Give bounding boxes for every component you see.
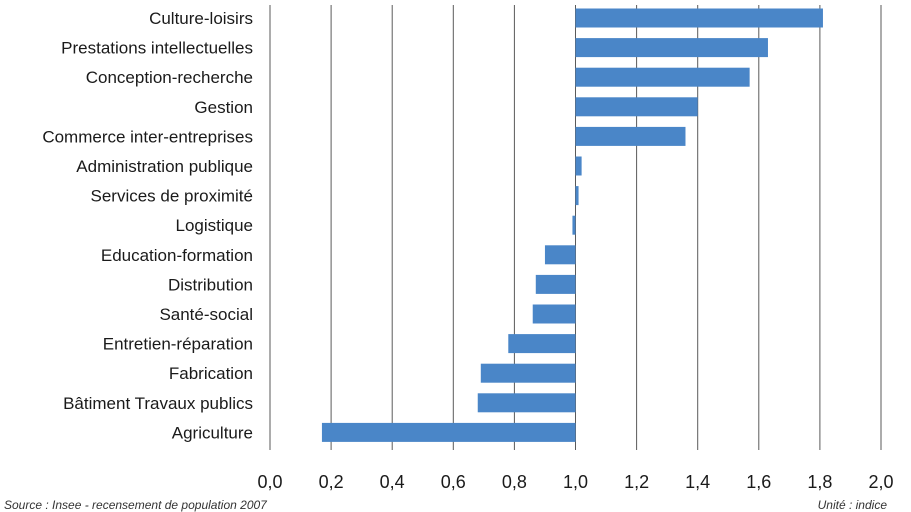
category-label: Conception-recherche	[86, 68, 253, 87]
category-labels: Culture-loisirs Prestations intellectuell…	[42, 9, 253, 442]
bar	[575, 8, 823, 28]
bar	[321, 422, 576, 442]
category-label: Agriculture	[172, 423, 253, 442]
category-label: Fabrication	[169, 364, 253, 383]
bar	[535, 274, 576, 294]
category-label: Santé-social	[159, 305, 253, 324]
category-label: Commerce inter-entreprises	[42, 127, 253, 146]
category-label: Services de proximité	[90, 187, 253, 206]
x-tick-label: 0,8	[502, 472, 527, 492]
category-label: Education-formation	[101, 246, 253, 265]
category-label: Prestations intellectuelles	[61, 39, 253, 58]
bar	[480, 363, 576, 383]
bar	[508, 334, 576, 354]
category-label: Administration publique	[76, 157, 253, 176]
x-tick-label: 1,6	[746, 472, 771, 492]
bar	[532, 304, 576, 324]
category-label: Gestion	[194, 98, 253, 117]
bar	[575, 97, 698, 117]
x-tick-label: 1,2	[624, 472, 649, 492]
chart: Culture-loisirs Prestations intellectuell…	[42, 5, 894, 492]
x-tick-label: 0,6	[441, 472, 466, 492]
x-tick-labels: 0,0 0,2 0,4 0,6 0,8 1,0 1,2 1,4 1,6 1,8 2,0	[257, 472, 893, 492]
x-tick-label: 0,2	[319, 472, 344, 492]
category-label: Bâtiment Travaux publics	[63, 394, 253, 413]
bar	[575, 156, 582, 176]
x-tick-label: 2,0	[868, 472, 893, 492]
bar	[575, 38, 768, 58]
x-tick-label: 0,0	[257, 472, 282, 492]
bar	[572, 215, 576, 235]
source-note: Source : Insee - recensement de populati…	[4, 498, 267, 512]
bar	[575, 186, 579, 206]
bar	[477, 393, 576, 413]
bar-layer	[321, 8, 823, 442]
category-label: Culture-loisirs	[149, 9, 253, 28]
x-tick-label: 1,4	[685, 472, 710, 492]
category-label: Distribution	[168, 275, 253, 294]
category-label: Entretien-réparation	[103, 335, 253, 354]
unit-note: Unité : indice	[817, 498, 887, 512]
x-tick-label: 1,8	[807, 472, 832, 492]
bar	[575, 126, 686, 146]
bar	[544, 245, 576, 265]
bar	[575, 67, 750, 87]
category-label: Logistique	[175, 216, 253, 235]
x-tick-label: 1,0	[563, 472, 588, 492]
x-tick-label: 0,4	[380, 472, 405, 492]
